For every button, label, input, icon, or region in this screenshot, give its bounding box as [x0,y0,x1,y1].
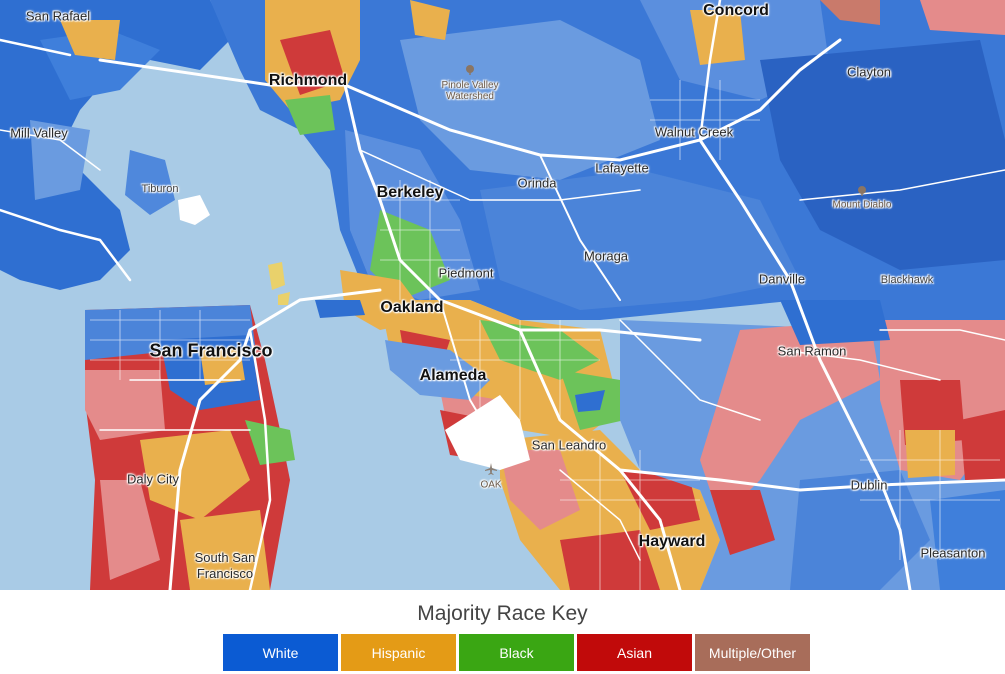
place-label-san-francisco: San Francisco [149,340,273,361]
road-network [0,0,1005,590]
tree-icon [466,65,474,75]
legend-swatch-multiple-other: Multiple/Other [695,634,810,671]
place-label-walnut-creek: Walnut Creek [654,124,734,140]
legend-swatch-hispanic: Hispanic [341,634,456,671]
legend-swatch-black: Black [459,634,574,671]
place-label-concord: Concord [703,2,769,19]
map-canvas[interactable] [0,0,1005,590]
place-label-dublin: Dublin [850,477,888,493]
place-label-piedmont: Piedmont [438,265,494,281]
place-label-clayton: Clayton [846,64,892,80]
place-label-alameda: Alameda [419,367,487,384]
place-label-daly-city: Daly City [126,471,180,487]
race-map[interactable]: San Francisco Oakland Richmond Berkeley … [0,0,1005,590]
place-label-mill-valley: Mill Valley [10,125,68,141]
place-label-oakland: Oakland [380,299,444,316]
place-label-tiburon: Tiburon [141,183,179,195]
poi-label-pinole-valley: Pinole Valley Watershed [441,80,499,102]
legend-title: Majority Race Key [417,602,588,625]
place-label-lafayette: Lafayette [595,160,649,176]
place-label-san-leandro: San Leandro [531,437,607,453]
place-label-richmond: Richmond [268,72,348,89]
legend-bar: White Hispanic Black Asian Multiple/Othe… [223,634,810,671]
alameda-island [385,340,490,400]
place-label-san-rafael: San Rafael [25,8,91,24]
place-label-hayward: Hayward [638,533,706,550]
place-label-south-san-francisco: South San Francisco [194,550,256,581]
place-label-san-ramon: San Ramon [777,343,847,359]
poi-label-oak-airport: OAK [480,479,502,491]
place-label-orinda: Orinda [517,175,557,191]
tree-icon [858,186,866,196]
place-label-berkeley: Berkeley [376,184,444,201]
legend-swatch-white: White [223,634,338,671]
legend-swatch-asian: Asian [577,634,692,671]
legend: Majority Race Key White Hispanic Black A… [0,590,1005,674]
place-label-blackhawk: Blackhawk [880,274,934,286]
airplane-icon [485,463,497,475]
place-label-moraga: Moraga [583,248,629,264]
place-label-danville: Danville [758,271,806,287]
place-label-pleasanton: Pleasanton [920,545,986,561]
oak-airport-area [445,395,530,470]
poi-label-mount-diablo: Mount Diablo [832,199,892,211]
